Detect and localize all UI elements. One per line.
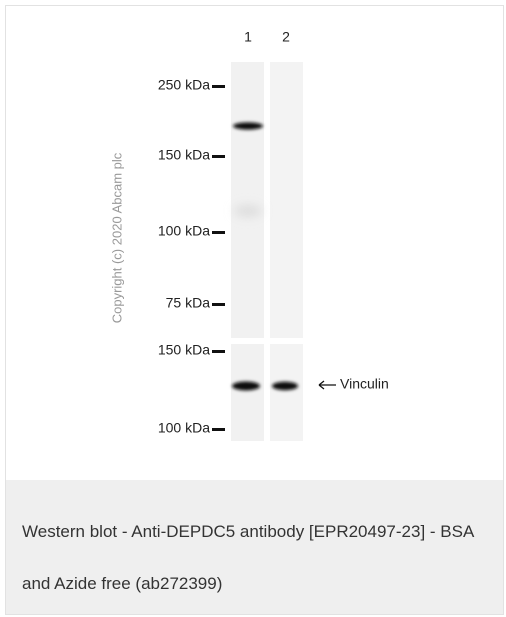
lane — [231, 62, 264, 338]
marker-label: 100 kDa — [158, 420, 210, 436]
lane — [231, 344, 264, 441]
caption: Western blot - Anti-DEPDC5 antibody [EPR… — [6, 480, 503, 614]
lane — [270, 62, 303, 338]
band — [234, 205, 262, 217]
blot-figure: 1 2 250 kDa 150 kDa 100 kDa 75 kDa 150 k… — [0, 0, 506, 480]
band — [232, 382, 260, 391]
marker-label: 250 kDa — [158, 77, 210, 93]
marker-tick — [212, 85, 225, 88]
marker-tick — [212, 303, 225, 306]
lane-label: 1 — [244, 29, 252, 45]
marker-tick — [212, 350, 225, 353]
band — [233, 122, 263, 129]
page: 1 2 250 kDa 150 kDa 100 kDa 75 kDa 150 k… — [0, 0, 506, 617]
marker-label: 150 kDa — [158, 147, 210, 163]
marker-tick — [212, 428, 225, 431]
marker-label: 150 kDa — [158, 342, 210, 358]
band — [272, 382, 298, 390]
band-label: Vinculin — [340, 376, 389, 392]
marker-tick — [212, 155, 225, 158]
copyright: Copyright (c) 2020 Abcam plc — [109, 152, 124, 323]
lane-label: 2 — [282, 29, 290, 45]
marker-label: 100 kDa — [158, 223, 210, 239]
marker-label: 75 kDa — [166, 295, 211, 311]
lane — [270, 344, 303, 441]
marker-tick — [212, 231, 225, 234]
